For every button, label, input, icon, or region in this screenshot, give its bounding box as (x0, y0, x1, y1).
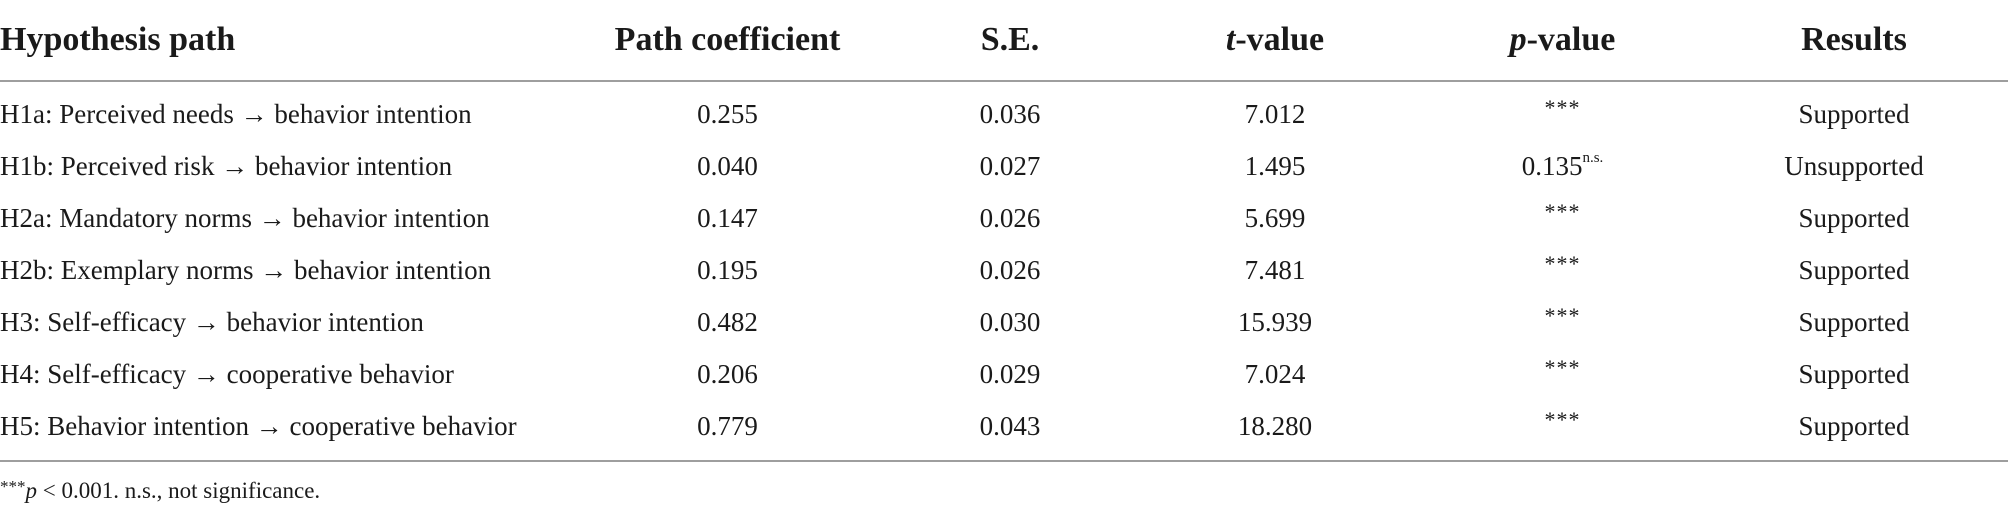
cell-t-value: 1.495 (1244, 150, 1306, 181)
header-p-letter: p (1509, 21, 1527, 58)
table-row: H1a: Perceived needs → behavior intentio… (0, 81, 2008, 140)
cell-hypothesis-path: H1a: Perceived needs → behavior intentio… (0, 98, 472, 129)
cell-hypothesis-path: H3: Self-efficacy → behavior intention (0, 306, 424, 337)
cell-results: Supported (1798, 254, 1910, 285)
header-hypothesis-path: Hypothesis path (0, 0, 560, 82)
cell-path-coefficient: 0.482 (697, 306, 758, 337)
p-value-text: *** (1544, 354, 1581, 380)
cell-results: Supported (1700, 400, 2008, 462)
p-value-text: *** (1544, 302, 1581, 328)
p-value-text: *** (1544, 94, 1581, 120)
p-value-text: *** (1544, 250, 1581, 276)
cell-p-value: 0.135n.s. (1425, 140, 1700, 192)
hypothesis-results-table: Hypothesis path Path coefficient S.E. t-… (0, 0, 2008, 462)
cell-path-coefficient: 0.195 (697, 254, 758, 285)
header-t-rest: -value (1235, 21, 1325, 58)
cell-p-value: *** (1425, 81, 1700, 140)
table-header-row: Hypothesis path Path coefficient S.E. t-… (0, 0, 2008, 82)
footnote-text: < 0.001. n.s., not significance. (37, 478, 321, 503)
cell-hypothesis-path: H5: Behavior intention → cooperative beh… (0, 400, 560, 462)
cell-p-value: *** (1425, 296, 1700, 348)
footnote-p-letter: p (25, 478, 38, 503)
header-p-rest: -value (1526, 21, 1616, 58)
table-row: H1b: Perceived risk → behavior intention… (0, 140, 2008, 192)
p-value-text: *** (1544, 198, 1581, 224)
cell-path-coefficient: 0.779 (560, 400, 895, 462)
cell-results: Unsupported (1784, 150, 1924, 181)
cell-results: Supported (1798, 358, 1910, 389)
cell-t-value: 18.280 (1125, 400, 1425, 462)
cell-p-value: *** (1425, 244, 1700, 296)
cell-se: 0.026 (979, 202, 1041, 233)
header-path-coefficient: Path coefficient (560, 0, 895, 82)
cell-se: 0.030 (979, 306, 1041, 337)
cell-results: Supported (1798, 98, 1910, 129)
table-row: H4: Self-efficacy → cooperative behavior… (0, 348, 2008, 400)
cell-results: Supported (1798, 306, 1910, 337)
cell-se: 0.043 (895, 400, 1125, 462)
cell-hypothesis-path: H2b: Exemplary norms → behavior intentio… (0, 254, 492, 285)
table-row: H2b: Exemplary norms → behavior intentio… (0, 244, 2008, 296)
cell-t-value: 15.939 (1237, 306, 1313, 337)
cell-p-value: *** (1425, 400, 1700, 462)
cell-hypothesis-path: H2a: Mandatory norms → behavior intentio… (0, 202, 490, 233)
cell-se: 0.027 (979, 150, 1041, 181)
cell-t-value: 5.699 (1244, 202, 1306, 233)
p-value-superscript: n.s. (1582, 149, 1604, 166)
header-results: Results (1700, 0, 2008, 82)
table-footnote: ***p < 0.001. n.s., not significance. (0, 477, 321, 504)
cell-t-value: 7.481 (1244, 254, 1306, 285)
header-t-letter: t (1225, 21, 1236, 58)
table-row: H2a: Mandatory norms → behavior intentio… (0, 192, 2008, 244)
cell-t-value: 7.024 (1244, 358, 1306, 389)
cell-path-coefficient: 0.147 (697, 202, 758, 233)
header-p-value: p-value (1425, 0, 1700, 82)
cell-t-value: 7.012 (1244, 98, 1306, 129)
table-body: H1a: Perceived needs → behavior intentio… (0, 81, 2008, 462)
cell-se: 0.026 (979, 254, 1041, 285)
footnote-stars: *** (0, 477, 26, 496)
table-row: H3: Self-efficacy → behavior intention 0.… (0, 296, 2008, 348)
cell-hypothesis-path: H4: Self-efficacy → cooperative behavior (0, 358, 454, 389)
p-value-text: 0.135 (1521, 150, 1583, 181)
cell-p-value: *** (1425, 348, 1700, 400)
header-t-value: t-value (1125, 0, 1425, 82)
cell-path-coefficient: 0.255 (697, 98, 758, 129)
header-se: S.E. (895, 0, 1125, 82)
cell-path-coefficient: 0.206 (697, 358, 758, 389)
cell-path-coefficient: 0.040 (697, 150, 758, 181)
cell-hypothesis-path: H1b: Perceived risk → behavior intention (0, 150, 453, 181)
cell-results: Supported (1798, 202, 1910, 233)
cell-se: 0.036 (979, 98, 1041, 129)
table-row: H5: Behavior intention → cooperative beh… (0, 400, 2008, 462)
cell-p-value: *** (1425, 192, 1700, 244)
p-value-text: *** (1544, 406, 1581, 432)
cell-se: 0.029 (979, 358, 1041, 389)
